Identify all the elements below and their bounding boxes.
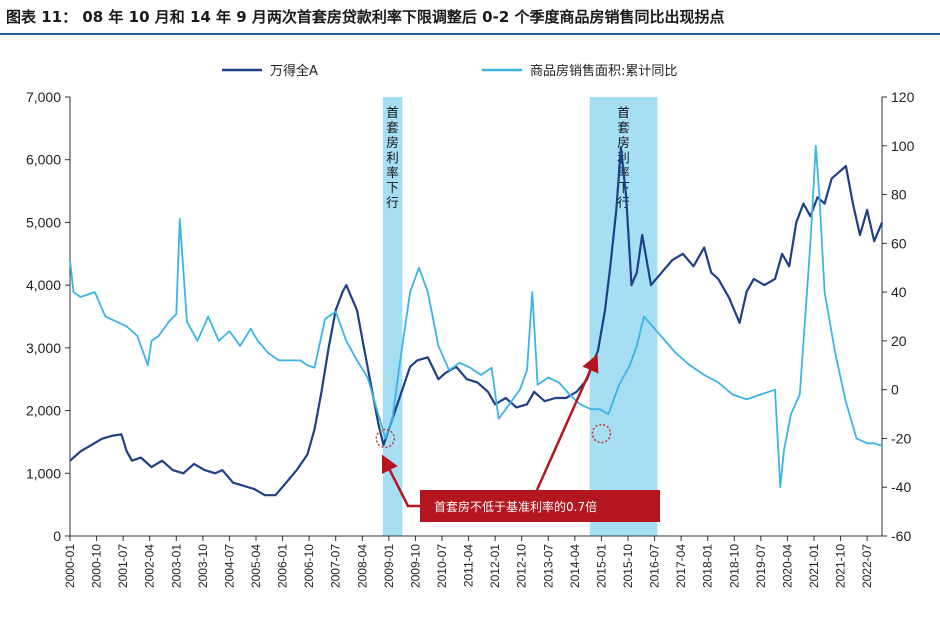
legend-label: 商品房销售面积:累计同比 bbox=[530, 63, 677, 79]
x-tick-label: 2010-07 bbox=[435, 544, 449, 588]
annotation: 首套房不低于基准利率的0.7倍 bbox=[381, 354, 660, 522]
series-lines bbox=[69, 144, 884, 497]
y-right-tick-label: 120 bbox=[891, 89, 915, 105]
x-tick-label: 2015-01 bbox=[594, 544, 608, 588]
axes: 0 1,000 2,000 3,000 4,000 5,000 6,000 7,000 -60 -… bbox=[26, 89, 915, 588]
x-tick-label: 2005-04 bbox=[249, 544, 263, 588]
x-tick-label: 2017-04 bbox=[674, 544, 688, 588]
legend-label: 万得全A bbox=[270, 63, 318, 79]
x-tick-label: 2016-07 bbox=[648, 544, 662, 588]
x-tick-label: 2019-07 bbox=[754, 544, 768, 588]
y-right-tick-label: 0 bbox=[891, 382, 899, 398]
highlight-band bbox=[382, 97, 403, 536]
turning-point-marker bbox=[375, 428, 396, 449]
x-tick-label: 2011-04 bbox=[462, 544, 476, 587]
y-left-tick-label: 5,000 bbox=[26, 214, 61, 230]
markers bbox=[375, 423, 612, 449]
x-tick-label: 2003-01 bbox=[169, 544, 183, 588]
series-line-sales-yoy bbox=[69, 144, 883, 489]
arrow-to-2008 bbox=[381, 454, 420, 508]
x-tick-label: 2000-10 bbox=[90, 544, 104, 588]
y-left-tick-label: 7,000 bbox=[26, 89, 61, 105]
x-tick-label: 2006-10 bbox=[302, 544, 316, 588]
annotation-text: 首套房不低于基准利率的0.7倍 bbox=[434, 499, 597, 514]
x-tick-label: 2000-01 bbox=[63, 544, 77, 588]
title-rule bbox=[0, 33, 940, 35]
legend: 万得全A 商品房销售面积:累计同比 bbox=[222, 63, 677, 79]
series-line-wind-a bbox=[69, 146, 884, 497]
x-tick-label: 2012-01 bbox=[488, 544, 502, 588]
y-right-tick-label: 20 bbox=[891, 333, 907, 349]
x-tick-label: 2009-01 bbox=[382, 544, 396, 588]
x-tick-label: 2021-10 bbox=[834, 544, 848, 588]
x-tick-label: 2018-01 bbox=[701, 544, 715, 588]
arrow-to-2014 bbox=[535, 354, 599, 491]
x-tick-label: 2013-07 bbox=[541, 544, 555, 588]
x-tick-label: 2007-07 bbox=[329, 544, 343, 588]
x-tick-label: 2006-01 bbox=[276, 544, 290, 588]
y-right-tick-label: 40 bbox=[891, 284, 907, 300]
y-left-tick-label: 2,000 bbox=[26, 403, 61, 419]
y-left-tick-label: 0 bbox=[53, 528, 61, 544]
y-right-tick-label: 80 bbox=[891, 187, 907, 203]
figure-title: 图表 11： 08 年 10 月和 14 年 9 月两次首套房贷款利率下限调整后… bbox=[6, 8, 725, 26]
x-tick-label: 2012-10 bbox=[515, 544, 529, 588]
y-right-tick-label: 60 bbox=[891, 235, 907, 251]
y-left-tick-label: 6,000 bbox=[26, 152, 61, 168]
y-left-tick-label: 1,000 bbox=[26, 465, 61, 481]
y-right-tick-label: -40 bbox=[891, 479, 911, 495]
y-right-tick-label: -60 bbox=[891, 528, 911, 544]
band-label: 首套房利率下行 bbox=[386, 105, 399, 210]
y-right-tick-label: -20 bbox=[891, 430, 911, 446]
y-right-tick-label: 100 bbox=[891, 138, 915, 154]
x-tick-label: 2020-04 bbox=[780, 544, 794, 588]
y-left-tick-label: 4,000 bbox=[26, 277, 61, 293]
turning-point-marker bbox=[591, 423, 612, 444]
x-tick-label: 2004-07 bbox=[222, 544, 236, 588]
x-tick-label: 2014-04 bbox=[568, 544, 582, 588]
x-tick-label: 2018-10 bbox=[727, 544, 741, 588]
x-tick-label: 2003-10 bbox=[196, 544, 210, 588]
x-tick-label: 2009-10 bbox=[408, 544, 422, 588]
x-tick-label: 2021-01 bbox=[807, 544, 821, 588]
x-tick-label: 2022-07 bbox=[860, 544, 874, 588]
y-left-tick-label: 3,000 bbox=[26, 340, 61, 356]
x-tick-label: 2008-04 bbox=[355, 544, 369, 588]
x-tick-label: 2002-04 bbox=[143, 544, 157, 588]
annotation-box bbox=[420, 490, 660, 522]
x-tick-label: 2015-10 bbox=[621, 544, 635, 588]
x-tick-label: 2001-07 bbox=[116, 544, 130, 588]
